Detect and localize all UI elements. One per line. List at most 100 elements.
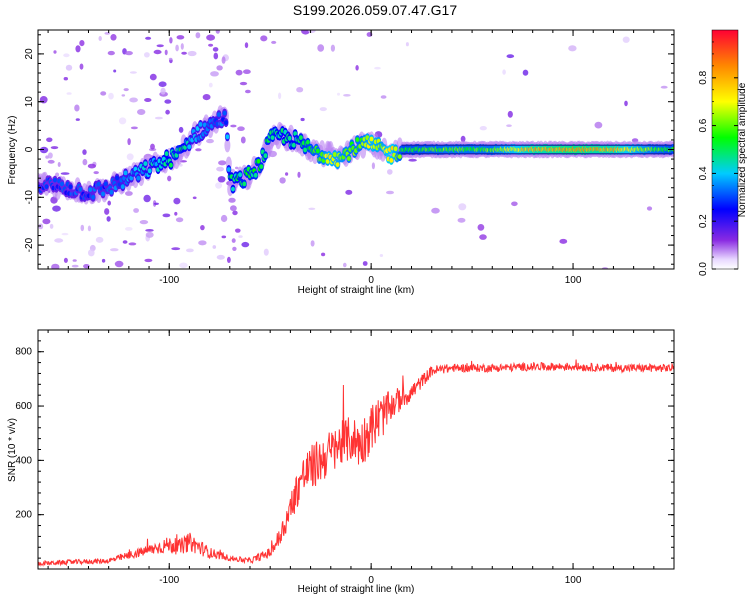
ridge-core <box>253 172 258 178</box>
noise-blob <box>133 208 140 213</box>
colorbar-tick-label: 0.8 <box>698 70 709 84</box>
noise-blob <box>128 242 137 246</box>
snr-y-tick-label: 800 <box>15 347 32 358</box>
noise-blob <box>212 47 219 52</box>
noise-blob <box>129 97 138 103</box>
colorbar-tick-label: 0.0 <box>698 262 709 276</box>
noise-blob <box>212 245 217 249</box>
snr-y-tick-label: 600 <box>15 401 32 412</box>
noise-blob <box>79 63 84 70</box>
noise-blob <box>149 73 157 81</box>
noise-blob <box>108 92 114 100</box>
noise-blob <box>145 229 154 232</box>
noise-blob <box>215 30 220 34</box>
noise-blob <box>123 88 129 92</box>
noise-blob <box>296 87 304 93</box>
noise-blob <box>104 208 110 215</box>
noise-blob <box>458 203 467 211</box>
noise-blob <box>202 94 211 101</box>
colorbar-gradient <box>711 29 739 270</box>
noise-blob <box>145 36 152 40</box>
snr-x-axis-label: Height of straight line (km) <box>298 584 415 595</box>
noise-blob <box>176 35 185 40</box>
noise-blob <box>235 166 239 170</box>
noise-blob <box>216 254 225 260</box>
noise-blob <box>238 235 243 238</box>
ridge-core <box>287 135 292 141</box>
noise-blob <box>107 200 111 206</box>
noise-blob <box>61 232 69 236</box>
noise-blob <box>158 81 167 87</box>
noise-blob <box>57 162 61 167</box>
noise-blob <box>49 223 54 229</box>
noise-blob <box>80 224 85 232</box>
ridge-core <box>101 191 105 197</box>
noise-blob <box>175 217 184 223</box>
noise-blob <box>237 126 245 131</box>
ridge-core <box>346 156 351 161</box>
noise-blob <box>87 225 91 232</box>
ridge-core <box>136 175 141 181</box>
colorbar-tick-label: 0.6 <box>698 118 709 132</box>
noise-blob <box>380 95 387 99</box>
snr-y-tick-label: 400 <box>15 455 32 466</box>
ridge-core <box>68 184 73 190</box>
chart-title: S199.2026.059.07.47.G17 <box>293 2 457 18</box>
ridge-core <box>355 137 360 143</box>
noise-blob <box>310 240 315 247</box>
snr-marks <box>38 359 674 567</box>
noise-blob <box>127 138 131 146</box>
noise-blob <box>235 228 241 233</box>
noise-blob <box>457 217 466 223</box>
noise-blob <box>87 163 96 169</box>
noise-blob <box>200 225 205 231</box>
noise-blob <box>263 248 269 256</box>
snr-y-axis-label: SNR (10 * v/v) <box>7 418 18 482</box>
noise-blob <box>240 136 246 144</box>
noise-blob <box>622 36 630 43</box>
noise-blob <box>568 45 577 52</box>
ridge-core <box>305 139 310 145</box>
noise-blob <box>522 69 529 76</box>
noise-blob <box>82 158 88 166</box>
noise-blob <box>100 91 107 96</box>
ridge-core <box>198 122 203 127</box>
noise-blob <box>216 65 223 71</box>
noise-blob <box>48 152 53 159</box>
noise-blob <box>79 40 85 47</box>
ridge-core <box>96 181 101 187</box>
noise-blob <box>206 34 216 41</box>
noise-blob <box>95 236 104 243</box>
noise-blob <box>143 194 151 203</box>
ridge-core <box>88 187 93 193</box>
noise-blob <box>72 259 77 262</box>
noise-blob <box>174 211 178 216</box>
ridge-core <box>259 164 264 170</box>
noise-blob <box>195 148 202 152</box>
noise-blob <box>101 258 106 263</box>
noise-blob <box>477 224 485 231</box>
noise-blob <box>227 256 231 263</box>
noise-blob <box>506 54 515 59</box>
ridge-core <box>270 135 275 141</box>
noise-blob <box>110 34 117 41</box>
noise-blob <box>321 252 326 257</box>
ridge-core <box>231 186 235 192</box>
spectrogram-y-tick-label: 10 <box>24 96 35 108</box>
noise-blob <box>75 118 80 121</box>
noise-blob <box>232 210 238 216</box>
ridge-core <box>216 112 221 117</box>
noise-blob <box>362 261 368 266</box>
noise-blob <box>271 40 277 44</box>
snr-x-tick-label: 0 <box>368 575 374 586</box>
noise-blob <box>137 109 146 115</box>
noise-blob <box>129 71 137 74</box>
spectrogram-x-tick-label: 100 <box>565 275 582 286</box>
ridge-core <box>225 134 230 140</box>
spectrogram-y-axis-label: Frequency (Hz) <box>7 116 18 185</box>
colorbar-label: Normalized spectral amplitude <box>737 82 748 217</box>
noise-blob <box>244 42 249 49</box>
ridge-halo <box>224 138 231 153</box>
noise-blob <box>374 66 381 70</box>
noise-blob <box>51 263 60 269</box>
